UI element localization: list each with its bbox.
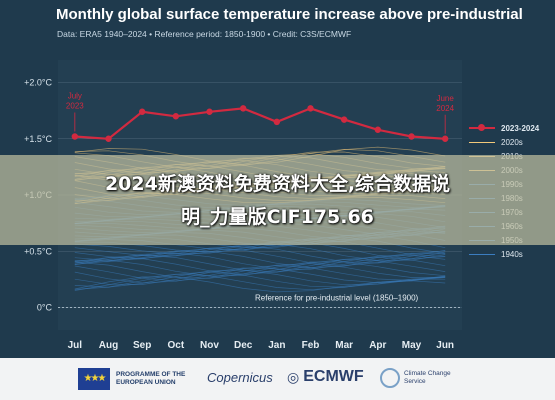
series-point [105, 135, 112, 142]
legend-label: 2020s [501, 137, 523, 147]
series-point [71, 133, 79, 140]
historical-curve [74, 271, 446, 290]
legend-swatch [469, 253, 495, 255]
banner-line-1: 2024新澳资料免费资料大全,综合数据说 [104, 173, 451, 195]
x-tick-label: Mar [335, 340, 353, 351]
series-point [273, 118, 281, 126]
y-tick-label: +0.5°C [24, 246, 52, 256]
x-tick-label: Aug [99, 340, 118, 351]
legend-item: 2023-2024 [469, 121, 549, 135]
series-point [239, 105, 247, 112]
ecmwf-mark-icon: ◎ [287, 368, 300, 385]
series-point [172, 113, 180, 120]
x-tick-label: Apr [369, 340, 386, 351]
y-tick-label: 0°C [37, 303, 53, 313]
series-point [206, 108, 213, 115]
historical-curve [74, 245, 446, 264]
x-tick-label: Jul [68, 340, 83, 351]
annotation-label: July [68, 92, 82, 101]
legend-item: 2020s [469, 135, 549, 149]
eu-label: PROGRAMME OF THE EUROPEAN UNION [116, 371, 186, 386]
annotation-label: 2023 [66, 102, 84, 111]
x-tick-label: May [402, 340, 422, 351]
copernicus-label: Copernicus [207, 370, 273, 385]
x-tick-label: Dec [234, 340, 253, 351]
historical-curve [74, 256, 446, 275]
banner-text: 2024新澳资料免费资料大全,综合数据说 明_力量版CIF175.66 [0, 168, 555, 234]
y-tick-label: +2.0°C [24, 78, 52, 88]
series-line-2023-2024 [74, 107, 446, 140]
chart-title: Monthly global surface temperature incre… [56, 6, 523, 23]
historical-curve [74, 250, 446, 268]
c3s-label: Climate Change Service [404, 370, 451, 385]
series-point [340, 116, 348, 123]
x-tick-label: Jun [436, 340, 454, 351]
series-point [374, 126, 382, 133]
series-point [408, 133, 415, 140]
legend-swatch [469, 124, 495, 131]
ecmwf-logo: ◎ ECMWF [287, 368, 364, 386]
annotation-label: June [436, 94, 454, 103]
y-tick-label: +1.5°C [24, 134, 52, 144]
x-tick-label: Sep [133, 340, 151, 351]
banner-overlay [0, 155, 555, 245]
legend-swatch [469, 141, 495, 143]
reference-line-label: Reference for pre-industrial level (1850… [255, 294, 419, 303]
series-point [307, 105, 314, 112]
chart-subtitle: Data: ERA5 1940–2024 • Reference period:… [57, 29, 352, 39]
legend-label: 2023-2024 [501, 123, 540, 133]
annotation-label: 2024 [436, 104, 454, 113]
x-tick-label: Oct [167, 340, 184, 351]
footer-logos: ★★★ PROGRAMME OF THE EUROPEAN UNION Cope… [0, 358, 555, 400]
x-tick-label: Jan [268, 340, 285, 351]
x-tick-label: Nov [200, 340, 219, 351]
legend-label: 1940s [501, 249, 523, 259]
copernicus-logo: Copernicus [207, 370, 273, 385]
eu-flag-icon: ★★★ [78, 368, 110, 390]
historical-curve [74, 265, 446, 284]
ecmwf-label: ECMWF [303, 368, 364, 385]
historical-curve [74, 252, 446, 270]
historical-curve [74, 267, 446, 285]
x-tick-label: Feb [302, 340, 320, 351]
historical-curve [74, 254, 446, 273]
series-point [138, 108, 146, 115]
historical-curve [74, 269, 446, 288]
banner-line-2: 明_力量版CIF175.66 [181, 206, 374, 228]
eu-logo: ★★★ PROGRAMME OF THE EUROPEAN UNION [78, 368, 194, 390]
series-point [441, 135, 449, 142]
c3s-mark-icon [380, 368, 400, 388]
historical-curve [74, 238, 446, 257]
legend-item: 1940s [469, 247, 549, 261]
historical-curve [74, 261, 446, 279]
c3s-logo: Climate Change Service [380, 368, 454, 388]
historical-curve [74, 276, 446, 293]
